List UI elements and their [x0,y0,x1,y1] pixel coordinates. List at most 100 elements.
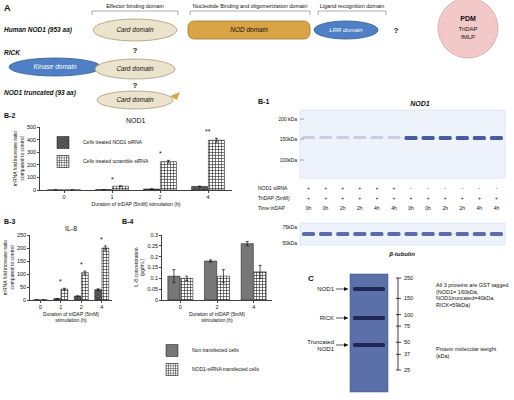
svg-text:Duration of triDAP (5mM) stimu: Duration of triDAP (5mM) stimulation (h) [92,201,181,207]
svg-text:4h: 4h [374,205,380,211]
svg-text:*: * [159,150,162,157]
svg-text:Non transfected cells: Non transfected cells [192,347,239,353]
svg-text:B-2: B-2 [4,112,15,119]
svg-text:*: * [100,236,103,243]
svg-text:50kDa: 50kDa [283,240,298,246]
svg-text:+: + [324,195,327,201]
svg-text:250: 250 [17,232,26,238]
svg-text:Truncated: Truncated [307,339,334,345]
svg-text:**: ** [205,128,211,135]
svg-text:PDM: PDM [460,15,476,22]
svg-text:*: * [59,278,62,285]
svg-text:IL-8: IL-8 [65,225,77,232]
svg-text:-: - [479,185,481,191]
svg-text:0: 0 [155,297,158,303]
svg-text:+: + [392,185,395,191]
svg-text:-: - [461,185,463,191]
svg-text:25: 25 [404,367,410,373]
svg-text:-: - [496,185,498,191]
svg-text:4h: 4h [391,205,397,211]
svg-text:Kinase domain: Kinase domain [34,63,77,70]
svg-text:2h: 2h [357,205,363,211]
svg-text:+: + [375,195,378,201]
svg-text:Cells treated NOD1 siRNA: Cells treated NOD1 siRNA [83,139,143,145]
svg-text:+: + [461,195,464,201]
svg-text:NOD1: NOD1 [317,346,334,352]
svg-text:2: 2 [158,194,161,200]
svg-text:0: 0 [33,187,36,193]
svg-text:0.1: 0.1 [150,275,158,281]
svg-text:NOD1: NOD1 [126,117,146,124]
svg-text:4: 4 [100,304,103,310]
svg-text:100: 100 [404,312,413,318]
svg-text:0: 0 [62,194,65,200]
svg-text:NOD1: NOD1 [410,100,430,107]
svg-text:2h: 2h [442,205,448,211]
svg-text:RICK: RICK [4,49,21,56]
svg-text:+: + [392,195,395,201]
svg-text:1: 1 [110,194,113,200]
svg-text:150: 150 [404,295,413,301]
svg-text:4h: 4h [494,205,500,211]
svg-text:Ligand recognition domain: Ligand recognition domain [320,3,385,9]
svg-text:Duration of triDAP (5mM)stimul: Duration of triDAP (5mM)stimulation (h) [189,311,245,324]
svg-text:400: 400 [27,137,36,143]
svg-text:0.3: 0.3 [150,232,158,238]
svg-text:50: 50 [20,284,26,290]
svg-text:200 kDa: 200 kDa [278,116,297,122]
svg-text:?: ? [394,26,399,35]
svg-text:0h: 0h [408,205,414,211]
svg-text:β-tubulin: β-tubulin [388,251,415,257]
svg-text:LRR domain: LRR domain [329,27,363,33]
svg-text:500: 500 [27,124,36,130]
svg-text:250: 250 [404,275,413,281]
svg-text:Card domain: Card domain [116,26,154,33]
svg-text:Nucleotide Binding and oligome: Nucleotide Binding and oligomerization d… [193,3,308,9]
svg-text:0h: 0h [323,205,329,211]
svg-text:2: 2 [215,304,218,310]
svg-text:2h: 2h [460,205,466,211]
svg-text:+: + [358,185,361,191]
svg-text:0: 0 [39,304,42,310]
svg-text:200: 200 [17,245,26,251]
svg-text:?: ? [133,81,138,90]
svg-text:A: A [4,3,11,13]
svg-text:Card domain: Card domain [116,96,154,103]
svg-text:1: 1 [59,304,62,310]
svg-text:+: + [410,195,413,201]
svg-text:fMLP: fMLP [461,34,475,40]
svg-text:Time triDAP: Time triDAP [258,205,285,211]
svg-text:B-4: B-4 [122,218,133,225]
svg-text:IL-8 concentration(pg/mL): IL-8 concentration(pg/mL) [133,247,146,287]
svg-text:C: C [308,274,314,283]
svg-text:0h: 0h [425,205,431,211]
svg-text:+: + [375,185,378,191]
svg-text:+: + [324,185,327,191]
svg-text:+: + [444,195,447,201]
svg-text:NOD domain: NOD domain [230,26,268,33]
svg-text:*: * [111,176,114,183]
svg-text:75kDa: 75kDa [283,224,298,230]
svg-text:RICK: RICK [320,315,334,321]
svg-text:0.15: 0.15 [147,264,158,270]
svg-text:*: * [80,261,83,268]
svg-text:-: - [410,185,412,191]
svg-text:B-3: B-3 [4,218,15,225]
svg-text:2h: 2h [340,205,346,211]
svg-text:+: + [495,195,498,201]
svg-text:+: + [478,195,481,201]
svg-text:2: 2 [80,304,83,310]
svg-text:mRNA fold increase ratiocompar: mRNA fold increase ratiocompared to cont… [12,131,25,187]
svg-text:0h: 0h [306,205,312,211]
svg-text:0.2: 0.2 [150,254,158,260]
svg-text:NOD1 truncated (93 aa): NOD1 truncated (93 aa) [4,89,76,97]
svg-text:Human NOD1 (953 aa): Human NOD1 (953 aa) [4,26,72,34]
svg-text:0: 0 [179,304,182,310]
svg-text:150: 150 [17,258,26,264]
svg-text:150kDa: 150kDa [280,136,297,142]
svg-text:0: 0 [23,297,26,303]
svg-text:100kDa: 100kDa [280,157,297,163]
svg-text:4: 4 [252,304,255,310]
svg-text:100: 100 [27,174,36,180]
svg-text:NOD1-siRNA transfected cells: NOD1-siRNA transfected cells [192,366,259,372]
